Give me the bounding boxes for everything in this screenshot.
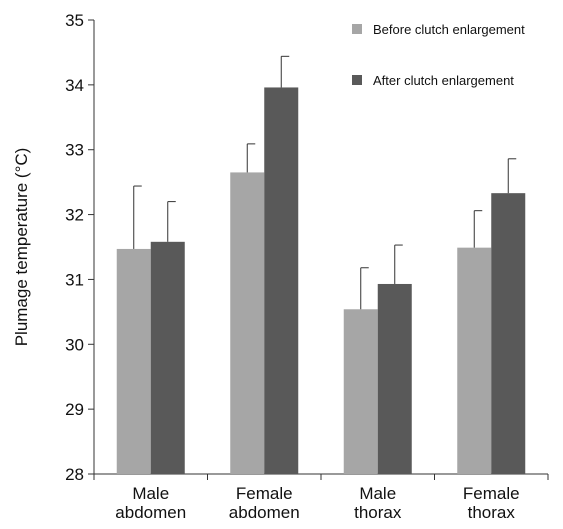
x-category-label-line: abdomen [229, 503, 300, 522]
y-axis: 28 29 30 31 32 33 34 35 [65, 11, 95, 484]
x-category-label: Male abdomen [115, 484, 186, 522]
bar [377, 283, 412, 474]
y-tick-label: 29 [65, 400, 84, 419]
legend: Before clutch enlargement After clutch en… [352, 22, 525, 88]
y-tick-label: 28 [65, 465, 84, 484]
bar [150, 241, 185, 474]
x-category-label-line: abdomen [115, 503, 186, 522]
bar [343, 309, 378, 474]
bar [116, 248, 151, 474]
bars [116, 55, 526, 475]
y-tick-label: 35 [65, 11, 84, 30]
x-category-label-line: Female [463, 484, 520, 503]
y-tick-label: 33 [65, 141, 84, 160]
x-category-label: Male thorax [354, 484, 402, 522]
y-axis-title: Plumage temperature (°C) [12, 148, 31, 347]
bar [230, 172, 265, 474]
bar [491, 193, 526, 474]
x-category-label-line: thorax [354, 503, 402, 522]
legend-label: Before clutch enlargement [373, 22, 525, 37]
bar [457, 247, 492, 474]
x-category-label-line: Male [359, 484, 396, 503]
bar [264, 87, 299, 475]
y-tick-label: 32 [65, 206, 84, 225]
x-category-label: Female thorax [463, 484, 520, 522]
x-category-label-line: thorax [468, 503, 516, 522]
y-tick-label: 31 [65, 270, 84, 289]
y-tick-label: 30 [65, 335, 84, 354]
x-category-label-line: Male [132, 484, 169, 503]
x-category-label-line: Female [236, 484, 293, 503]
legend-label: After clutch enlargement [373, 73, 514, 88]
y-tick-label: 34 [65, 76, 84, 95]
legend-swatch [352, 75, 362, 85]
x-category-label: Female abdomen [229, 484, 300, 522]
legend-swatch [352, 24, 362, 34]
